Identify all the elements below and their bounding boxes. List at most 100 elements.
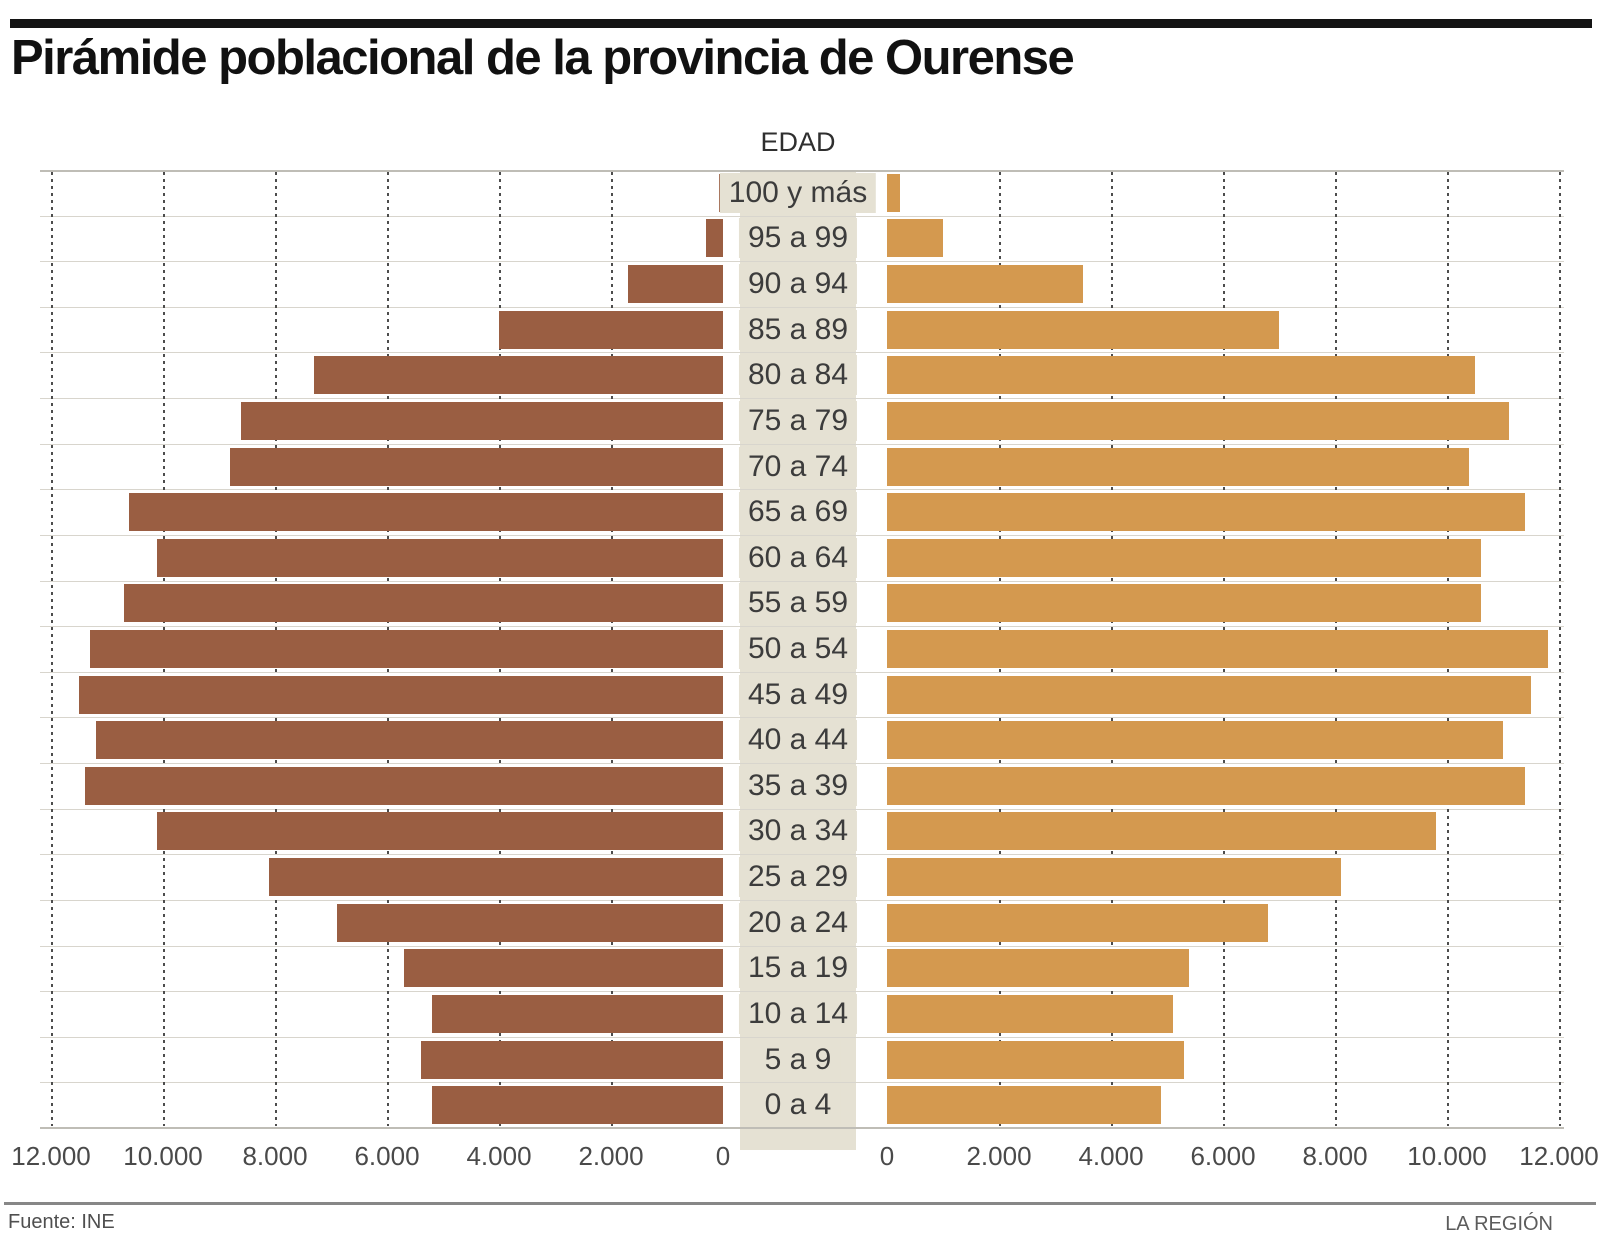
bar-left-25-a-29 (269, 858, 723, 897)
bar-right-10-a-14 (887, 994, 1173, 1033)
age-group-label: 45 a 49 (738, 674, 858, 715)
age-group-label: 70 a 74 (738, 446, 858, 487)
bar-right-20-a-24 (887, 903, 1268, 942)
bar-left-10-a-14 (432, 994, 723, 1033)
bar-left-70-a-74 (230, 447, 723, 486)
age-group-label: 10 a 14 (738, 993, 858, 1034)
age-group-label: 85 a 89 (738, 309, 858, 350)
row-separator-line (40, 1082, 1564, 1084)
row-separator-line (40, 1127, 1564, 1129)
x-tick-left: 6.000 (354, 1141, 420, 1171)
age-group-label: 55 a 59 (738, 583, 858, 624)
publisher-credit: LA REGIÓN (1445, 1213, 1553, 1235)
bar-left-30-a-34 (157, 812, 723, 851)
age-group-label: 25 a 29 (738, 857, 858, 898)
gridline-left (51, 172, 53, 1126)
bar-left-90-a-94 (628, 265, 723, 304)
bar-right-90-a-94 (887, 265, 1083, 304)
row-separator-line (40, 443, 1564, 445)
age-group-label: 90 a 94 (738, 264, 858, 305)
x-tick-right: 6.000 (1190, 1141, 1256, 1171)
row-separator-line (40, 671, 1564, 673)
row-separator-line (40, 626, 1564, 628)
bar-left-80-a-84 (314, 356, 723, 395)
bar-right-80-a-84 (887, 356, 1475, 395)
row-separator-line (40, 352, 1564, 354)
bar-left-60-a-64 (157, 538, 723, 577)
row-separator-line (40, 899, 1564, 901)
row-separator-line (40, 215, 1564, 217)
source-note: Fuente: INE (8, 1211, 115, 1233)
x-tick-right: 0 (879, 1141, 895, 1171)
x-tick-right: 10.000 (1407, 1141, 1487, 1171)
bar-right-85-a-89 (887, 310, 1279, 349)
x-tick-left: 4.000 (466, 1141, 532, 1171)
bar-right-95-a-99 (887, 219, 943, 258)
age-group-label: 95 a 99 (738, 218, 858, 259)
row-separator-line (40, 717, 1564, 719)
row-separator-line (40, 580, 1564, 582)
bar-left-55-a-59 (124, 584, 723, 623)
age-group-label: 0 a 4 (755, 1085, 841, 1126)
bar-left-45-a-49 (79, 675, 723, 714)
x-tick-left: 2.000 (578, 1141, 644, 1171)
x-tick-right: 12.000 (1519, 1141, 1599, 1171)
bar-left-35-a-39 (85, 766, 723, 805)
x-tick-right: 2.000 (966, 1141, 1032, 1171)
age-group-label: 65 a 69 (738, 492, 858, 533)
bar-right-75-a-79 (887, 401, 1509, 440)
bar-right-50-a-54 (887, 630, 1548, 668)
bar-right-60-a-64 (887, 538, 1481, 577)
age-group-label: 30 a 34 (738, 811, 858, 852)
age-group-label: 15 a 19 (738, 948, 858, 989)
row-separator-line (40, 991, 1564, 993)
footer-rule (4, 1202, 1596, 1205)
age-group-label: 100 y más (719, 172, 877, 213)
population-pyramid-chart: 100 y más 95 a 99 90 a 94 85 a 89 80 a 84 75 … (0, 170, 1600, 1150)
bar-left-40-a-44 (96, 721, 723, 760)
age-group-label: 50 a 54 (738, 629, 858, 669)
bar-right-30-a-34 (887, 812, 1436, 851)
bar-left-50-a-54 (90, 630, 723, 668)
bar-left-95-a-99 (706, 219, 723, 258)
x-tick-right: 4.000 (1078, 1141, 1144, 1171)
row-separator-line (40, 854, 1564, 856)
x-tick-left: 10.000 (123, 1141, 203, 1171)
row-separator-line (40, 808, 1564, 810)
age-group-label: 40 a 44 (738, 720, 858, 761)
age-group-label: 20 a 24 (738, 902, 858, 943)
bar-right-55-a-59 (887, 584, 1481, 623)
age-group-label: 80 a 84 (738, 355, 858, 396)
age-group-label: 75 a 79 (738, 400, 858, 441)
bar-left-0-a-4 (432, 1086, 723, 1125)
x-tick-left: 12.000 (11, 1141, 91, 1171)
row-separator-line (40, 534, 1564, 536)
top-rule (10, 19, 1592, 28)
age-group-label: 60 a 64 (738, 537, 858, 578)
bar-right-25-a-29 (887, 858, 1341, 897)
page-title: Pirámide poblacional de la provincia de … (11, 31, 1075, 85)
row-separator-line (40, 489, 1564, 491)
row-separator-line (40, 763, 1564, 765)
row-separator-line (40, 261, 1564, 263)
row-separator-line (40, 398, 1564, 400)
age-group-label: 5 a 9 (755, 1039, 841, 1080)
x-tick-left: 8.000 (242, 1141, 308, 1171)
bar-left-75-a-79 (241, 401, 723, 440)
bar-right-45-a-49 (887, 675, 1531, 714)
bar-right-15-a-19 (887, 949, 1189, 988)
row-separator-line (40, 1036, 1564, 1038)
age-group-label: 35 a 39 (738, 765, 858, 806)
bar-right-0-a-4 (887, 1086, 1161, 1125)
bar-left-5-a-9 (421, 1040, 723, 1079)
bar-right-5-a-9 (887, 1040, 1184, 1079)
x-tick-left: 0 (715, 1141, 731, 1171)
gridline-right (1559, 172, 1561, 1126)
row-separator-line (40, 170, 1564, 172)
row-separator-line (40, 945, 1564, 947)
row-separator-line (40, 306, 1564, 308)
bar-right-40-a-44 (887, 721, 1503, 760)
bar-right-70-a-74 (887, 447, 1469, 486)
bar-left-20-a-24 (337, 903, 723, 942)
